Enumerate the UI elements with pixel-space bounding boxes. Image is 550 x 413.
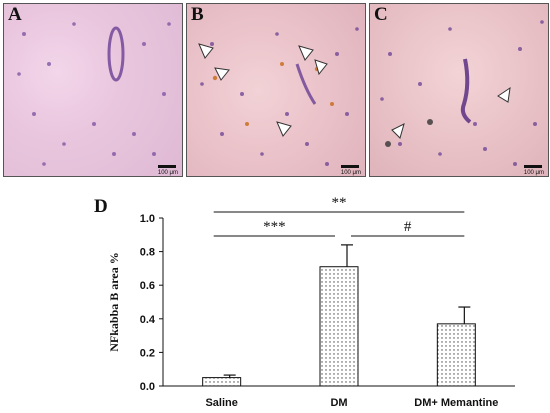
bar [319, 266, 359, 387]
y-tick-label: 0.2 [140, 347, 155, 359]
x-tick-label: Saline [205, 397, 237, 409]
tissue-texture-a [17, 22, 171, 166]
y-tick-label: 0.4 [140, 314, 156, 326]
y-tick-label: 1.0 [140, 213, 155, 225]
scale-text-c: 100 μm [523, 170, 544, 176]
scale-bar-a [158, 165, 176, 168]
x-tick-label: DM+ Memantine [414, 397, 498, 409]
y-tick-label: 0.6 [140, 280, 155, 292]
figure-label-d: D [94, 196, 108, 217]
scale-text-a: 100 μm [157, 170, 178, 176]
significance-label: ** [332, 195, 347, 211]
bar [202, 377, 242, 387]
panel-label-c: C [374, 4, 388, 25]
y-axis-label: NFkabba B area % [107, 252, 121, 351]
scale-bar-b [341, 165, 359, 168]
tissue-texture-b [198, 27, 359, 166]
micrograph-panel-c: C 100 μm [369, 3, 549, 177]
panel-label-a: A [8, 4, 22, 25]
bar [436, 323, 476, 387]
tissue-texture-c [380, 20, 544, 166]
micrograph-panel-a: A 100 μm [3, 3, 183, 177]
panel-label-b: B [191, 4, 204, 25]
scale-text-b: 100 μm [340, 170, 361, 176]
x-tick-label: DM [330, 397, 347, 409]
micrograph-panel-b: B 100 μm [186, 3, 366, 177]
y-tick-label: 0.8 [140, 247, 155, 259]
scale-bar-c [524, 165, 542, 168]
y-tick-label: 0.0 [140, 381, 155, 393]
significance-label: *** [263, 219, 286, 235]
significance-label: # [404, 219, 412, 235]
